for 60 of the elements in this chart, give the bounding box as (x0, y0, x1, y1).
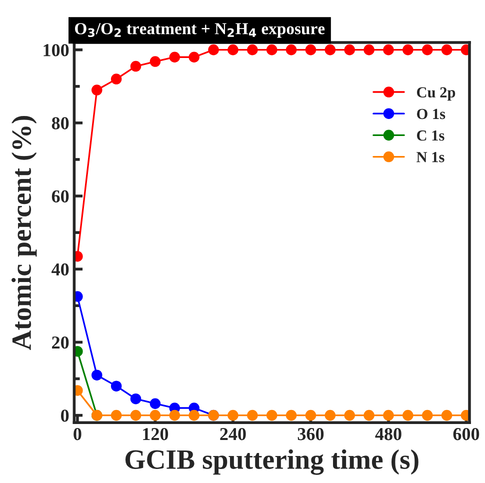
y-tick-label: 60 (52, 190, 69, 202)
point (74, 346, 83, 357)
legend-label: O 1s (416, 108, 446, 120)
x-tick-label: 360 (298, 428, 324, 440)
point (364, 44, 374, 56)
point (247, 44, 258, 56)
point (92, 84, 102, 96)
x-tick-label: 120 (143, 428, 168, 440)
point (364, 410, 374, 421)
legend-label: C 1s (416, 130, 444, 141)
point (324, 44, 336, 56)
legend-label: Cu 2p (416, 87, 456, 101)
point (110, 380, 122, 392)
point (130, 410, 142, 421)
point (150, 410, 161, 421)
point (208, 44, 219, 56)
point (130, 393, 142, 404)
x-tick-label: 480 (375, 428, 402, 440)
point (286, 44, 297, 56)
point (150, 56, 161, 67)
point (441, 410, 452, 421)
y-tick-label: 0 (61, 410, 69, 422)
point (150, 398, 161, 409)
point (422, 44, 433, 56)
point (305, 44, 316, 56)
point (383, 44, 394, 56)
point (188, 410, 200, 421)
y-tick-label: 20 (52, 336, 69, 349)
x-tick-label: 240 (220, 428, 246, 440)
point (324, 410, 336, 421)
point (110, 410, 122, 421)
point (344, 410, 355, 421)
point (247, 410, 258, 421)
point (130, 60, 142, 72)
x-axis-title: GCIB sputtering time (s) (125, 449, 418, 475)
point (422, 410, 433, 421)
point (286, 410, 297, 421)
point (441, 44, 452, 56)
point (169, 410, 180, 421)
point (266, 44, 278, 56)
point (266, 410, 278, 421)
point (344, 44, 355, 56)
legend-label: N 1s (416, 152, 444, 162)
point (383, 410, 394, 421)
point (228, 410, 238, 421)
point (402, 410, 414, 421)
y-axis-title: Atomic percent (%) (12, 116, 37, 350)
point (305, 410, 316, 421)
point (402, 44, 414, 56)
x-tick-label: 0 (74, 428, 82, 440)
point (228, 44, 238, 56)
x-tick-label: 600 (453, 428, 480, 440)
chart-title: O$_{3}$/O$_{2}$ treatment + N$_{2}$H$_{4}$ exposure (75, 23, 325, 38)
point (169, 52, 180, 63)
point (188, 52, 200, 63)
point (110, 74, 122, 84)
point (92, 370, 102, 380)
y-tick-label: 40 (52, 263, 69, 276)
y-tick-label: 100 (44, 44, 69, 56)
y-tick-label: 80 (52, 117, 69, 130)
